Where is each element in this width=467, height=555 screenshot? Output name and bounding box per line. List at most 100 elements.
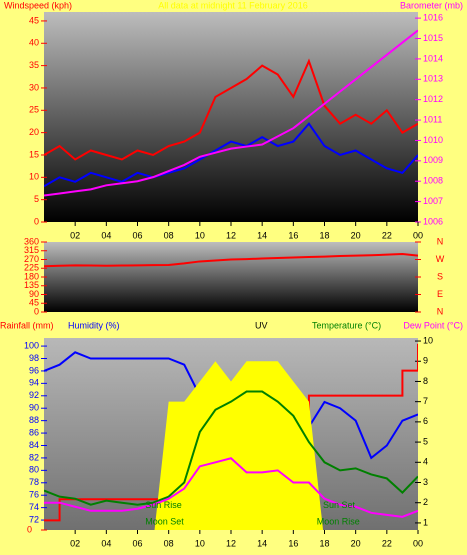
yticks-label: 80	[29, 465, 39, 475]
y2ticks-label: W	[436, 254, 445, 264]
x-tick-label: 14	[257, 230, 267, 240]
yticks-label: 45	[29, 298, 39, 308]
x-tick-label: 16	[288, 538, 298, 548]
y2ticks-label: 1012	[423, 94, 443, 104]
yticks-label: 30	[29, 82, 39, 92]
x-tick-label: 22	[382, 538, 392, 548]
x-tick-label: 20	[351, 230, 361, 240]
yticks-label: 15	[29, 149, 39, 159]
annotation: Sun Set	[323, 500, 356, 510]
yticks-label: 315	[24, 245, 39, 255]
y2ticks-label: 1	[423, 517, 428, 527]
yticks-label: 35	[29, 60, 39, 70]
yticks-label: 74	[29, 502, 39, 512]
yticks-label: 98	[29, 353, 39, 363]
yticks-label: 90	[29, 289, 39, 299]
x-tick-label: 00	[413, 538, 423, 548]
y2ticks-label: 1007	[423, 196, 443, 206]
x-tick-label: 12	[226, 230, 236, 240]
x-tick-label: 04	[101, 230, 111, 240]
x-tick-label: 12	[226, 538, 236, 548]
line	[44, 122, 418, 188]
yticks-label: 92	[29, 390, 39, 400]
y2ticks-label: 1014	[423, 53, 443, 63]
x-tick-label: 02	[70, 230, 80, 240]
y2ticks-label: 1016	[423, 12, 443, 22]
y3ticks-label: 0	[27, 524, 32, 534]
yticks-label: 100	[24, 340, 39, 350]
y2ticks-label: 8	[423, 376, 428, 386]
yticks-label: 94	[29, 378, 39, 388]
yticks-label: 180	[24, 271, 39, 281]
x-tick-label: 20	[351, 538, 361, 548]
annotation: Moon Set	[145, 516, 184, 526]
yticks-label: 10	[29, 172, 39, 182]
line	[44, 390, 418, 506]
yticks-label: 5	[34, 194, 39, 204]
x-tick-label: 02	[70, 538, 80, 548]
yticks-label: 0	[34, 216, 39, 226]
yticks-label: 72	[29, 514, 39, 524]
y2-label: Barometer (mb)	[400, 0, 463, 10]
x-tick-label: 06	[132, 538, 142, 548]
yticks-label: 360	[24, 236, 39, 246]
y2ticks-label: 1006	[423, 216, 443, 226]
y2ticks-label: N	[437, 306, 444, 316]
x-tick-label: 08	[164, 538, 174, 548]
yticks-label: 86	[29, 427, 39, 437]
yticks-label: 96	[29, 365, 39, 375]
x-tick-label: 22	[382, 230, 392, 240]
y2ticks-label: 4	[423, 457, 428, 467]
x-tick-label: 14	[257, 538, 267, 548]
y2ticks-label: N	[437, 236, 444, 246]
line	[44, 253, 418, 268]
legend-temp: Temperature (°C)	[312, 320, 381, 330]
series-group	[44, 343, 418, 530]
yticks-label: 84	[29, 440, 39, 450]
line	[44, 457, 418, 518]
x-tick-label: 10	[195, 538, 205, 548]
y2ticks-label: S	[437, 271, 443, 281]
x-tick-label: 18	[319, 538, 329, 548]
area	[44, 361, 418, 530]
yticks-label: 78	[29, 477, 39, 487]
y2ticks-label: 6	[423, 416, 428, 426]
yticks-label: 225	[24, 263, 39, 273]
legend-dew: Dew Point (°C)	[403, 320, 463, 330]
y-label: Windspeed (kph)	[4, 0, 72, 10]
y2ticks-label: 1013	[423, 74, 443, 84]
y2ticks-label: E	[437, 289, 443, 299]
plot-bg	[44, 12, 418, 222]
x-tick-label: 06	[132, 230, 142, 240]
x-tick-label: 16	[288, 230, 298, 240]
y2ticks-label: 5	[423, 436, 428, 446]
y2ticks-label: 1010	[423, 135, 443, 145]
series-group	[44, 29, 418, 197]
yticks-label: 40	[29, 38, 39, 48]
line	[44, 58, 418, 161]
x-tick-label: 18	[319, 230, 329, 240]
legend-humidity: Humidity (%)	[68, 320, 120, 330]
yticks-label: 135	[24, 280, 39, 290]
y2ticks-label: 10	[423, 335, 433, 345]
x-tick-label: 08	[164, 230, 174, 240]
y2ticks-label: 7	[423, 396, 428, 406]
y2ticks-label: 3	[423, 477, 428, 487]
y2ticks-label: 1015	[423, 33, 443, 43]
y2ticks-label: 1008	[423, 176, 443, 186]
line	[44, 29, 418, 197]
yticks-label: 82	[29, 452, 39, 462]
plot-bg	[44, 242, 418, 312]
series-group	[44, 253, 418, 268]
yticks-label: 76	[29, 490, 39, 500]
y2ticks-label: 1011	[423, 114, 442, 124]
yticks-label: 45	[29, 15, 39, 25]
yticks-label: 270	[24, 254, 39, 264]
y2ticks-label: 1009	[423, 155, 443, 165]
annotation: Sun Rise	[145, 500, 182, 510]
yticks-label: 20	[29, 127, 39, 137]
x-tick-label: 10	[195, 230, 205, 240]
chart-title: All data at midnight 11 February 2016	[158, 0, 307, 10]
